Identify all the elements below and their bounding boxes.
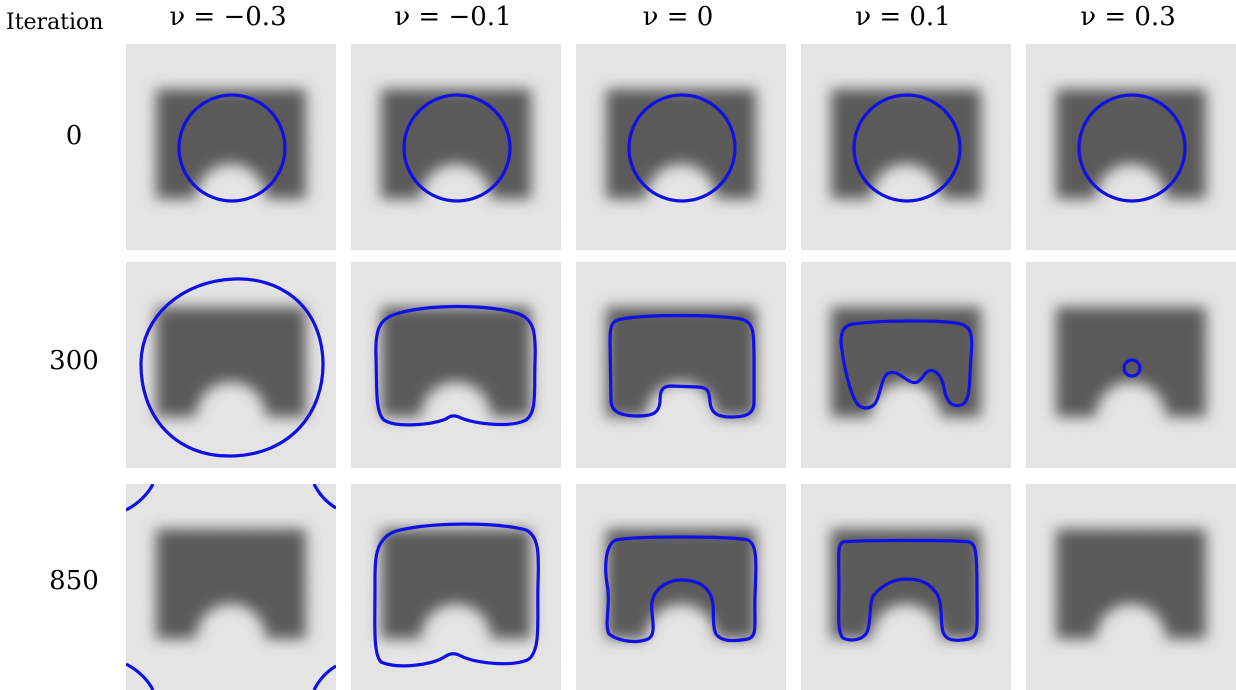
column-header-nu-0.3: ν = 0.3: [1080, 2, 1176, 32]
dark-shape: [1056, 529, 1206, 639]
row-label-iteration-0: 0: [65, 121, 83, 151]
contour: [1122, 358, 1142, 378]
panel-nu-neg0.3-iter0: [126, 44, 336, 250]
dark-shape: [1056, 307, 1206, 417]
dark-shape: [606, 307, 756, 417]
panel-nu-0-iter0: [576, 44, 786, 250]
panel-nu-0.3-iter300: [1026, 262, 1236, 468]
contour: [839, 319, 974, 410]
dark-shape: [381, 89, 531, 199]
iteration-header: Iteration: [6, 10, 104, 35]
dark-shape: [381, 307, 531, 417]
panel-nu-0.1-iter300: [801, 262, 1011, 468]
dark-shape: [381, 529, 531, 639]
row-label-iteration-300: 300: [49, 346, 99, 376]
contour: [627, 93, 737, 203]
column-header-nu-0.1: ν = 0.1: [855, 2, 951, 32]
panel-nu-0.3-iter850: [1026, 484, 1236, 690]
dark-shape: [156, 529, 306, 639]
contour-corner: [126, 484, 155, 512]
contour-corner: [126, 662, 155, 690]
contour: [374, 304, 537, 427]
dark-shape: [156, 89, 306, 199]
contour: [373, 522, 540, 668]
contour-corner: [312, 664, 336, 690]
row-label-iteration-850: 850: [49, 566, 99, 596]
dark-shape: [156, 307, 306, 417]
contour: [139, 277, 325, 458]
panel-nu-neg0.1-iter0: [351, 44, 561, 250]
panel-nu-0.1-iter0: [801, 44, 1011, 250]
dark-shape: [606, 529, 756, 639]
dark-shape: [831, 89, 981, 199]
panel-nu-neg0.3-iter300: [126, 262, 336, 468]
column-header-nu-neg-0.1: ν = −0.1: [394, 2, 512, 32]
panel-nu-neg0.1-iter850: [351, 484, 561, 690]
panel-nu-0-iter850: [576, 484, 786, 690]
contour: [177, 93, 287, 203]
dark-shape: [1056, 89, 1206, 199]
contour: [604, 535, 758, 644]
dark-shape: [831, 529, 981, 639]
panel-nu-neg0.3-iter850: [126, 484, 336, 690]
dark-shape: [606, 89, 756, 199]
column-header-nu-neg-0.3: ν = −0.3: [169, 2, 287, 32]
contour: [608, 313, 756, 419]
contour: [837, 538, 979, 642]
panel-nu-0.3-iter0: [1026, 44, 1236, 250]
contour: [852, 93, 962, 203]
panel-nu-neg0.1-iter300: [351, 262, 561, 468]
panel-nu-0.1-iter850: [801, 484, 1011, 690]
column-header-nu-0: ν = 0: [642, 2, 714, 32]
contour: [402, 93, 512, 203]
contour: [1077, 93, 1187, 203]
contour-corner: [312, 484, 336, 510]
panel-nu-0-iter300: [576, 262, 786, 468]
